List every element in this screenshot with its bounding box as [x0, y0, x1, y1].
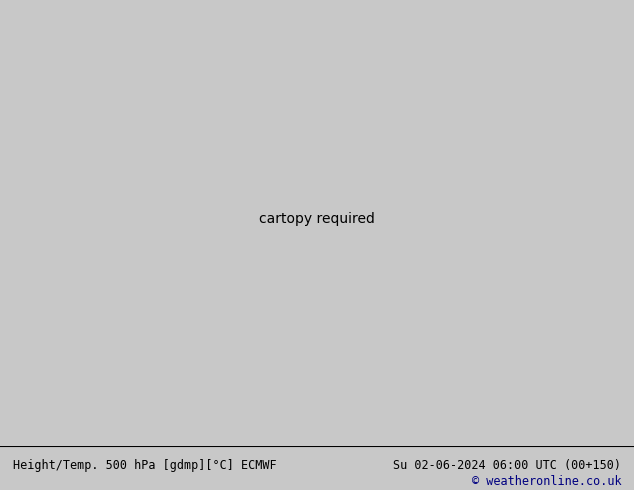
Text: cartopy required: cartopy required: [259, 212, 375, 226]
Text: Height/Temp. 500 hPa [gdmp][°C] ECMWF: Height/Temp. 500 hPa [gdmp][°C] ECMWF: [13, 459, 276, 472]
Text: © weatheronline.co.uk: © weatheronline.co.uk: [472, 475, 621, 488]
Text: Su 02-06-2024 06:00 UTC (00+150): Su 02-06-2024 06:00 UTC (00+150): [393, 459, 621, 472]
